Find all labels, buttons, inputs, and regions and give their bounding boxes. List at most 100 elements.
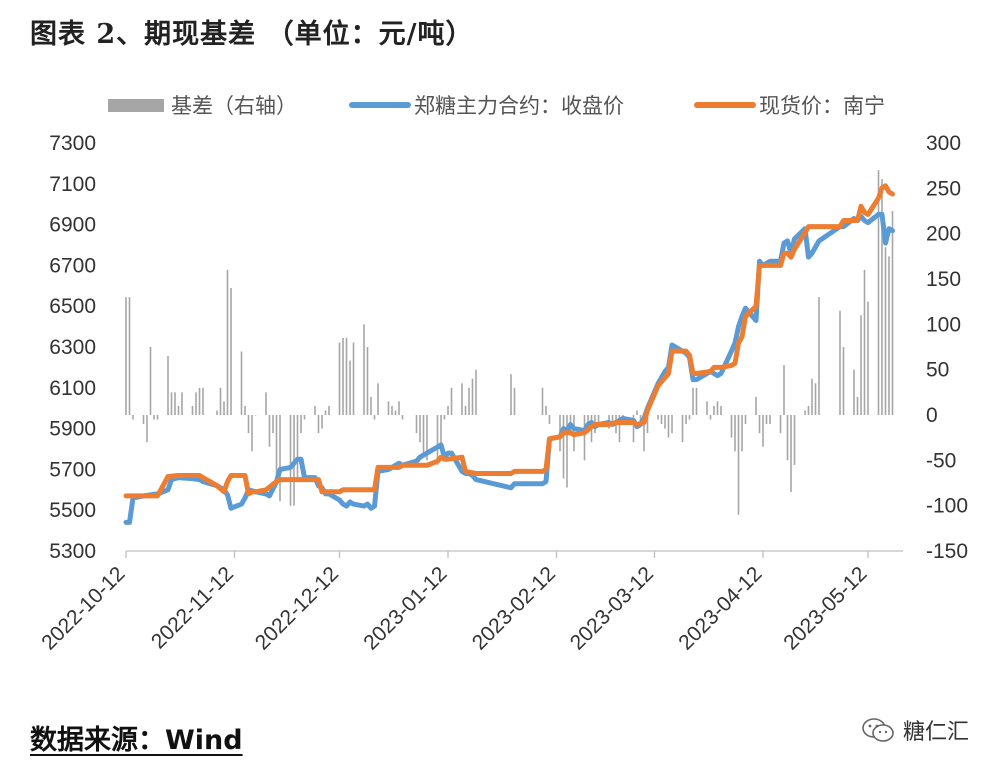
basis-bar <box>734 415 736 452</box>
y-right-tick-label: 100 <box>926 313 961 336</box>
basis-bar <box>541 387 544 415</box>
basis-bar <box>765 415 768 425</box>
basis-bar <box>191 405 194 415</box>
basis-bar <box>254 415 257 416</box>
basis-bar <box>755 396 757 415</box>
basis-bar <box>818 297 820 415</box>
basis-bar <box>167 356 169 415</box>
basis-bar <box>863 269 866 415</box>
basis-bar <box>247 415 250 434</box>
basis-bar <box>667 415 670 438</box>
legend-basis-label: 基差（右轴） <box>171 94 297 118</box>
basis-bar <box>548 415 551 425</box>
axes: 2022-10-12 2022-11-12 2022-12-12 2023-01-12… <box>37 132 968 654</box>
basis-bar <box>688 415 691 420</box>
basis-bar <box>685 415 687 425</box>
basis-bar <box>125 297 127 415</box>
basis-bar <box>415 415 418 434</box>
basis-bar <box>419 415 421 443</box>
basis-bar <box>716 401 719 415</box>
y-left-tick-label: 5300 <box>49 540 96 563</box>
basis-bar <box>377 383 379 415</box>
basis-bar <box>268 415 271 447</box>
basis-bar <box>842 347 845 415</box>
y-right-tick-label: 0 <box>926 404 938 427</box>
basis-bar <box>720 405 722 415</box>
basis-bar <box>240 351 243 415</box>
legend-futures-label: 郑糖主力合约：收盘价 <box>414 94 624 118</box>
basis-bar <box>436 415 439 465</box>
basis-bar <box>737 415 740 515</box>
figure-title: 图表 2、期现基差 （单位：元/吨） <box>30 19 474 50</box>
y-right-tick-label: 200 <box>926 223 961 246</box>
basis-bar <box>664 415 666 429</box>
basis-bar <box>251 415 253 452</box>
chart-canvas: 基差（右轴） 郑糖主力合约：收盘价 现货价：南宁 2022-10-12 2022-… <box>37 94 968 654</box>
basis-bar <box>839 310 841 415</box>
basis-bar <box>324 410 327 415</box>
y-right-tick-label: 50 <box>926 359 949 382</box>
basis-bar <box>223 401 225 415</box>
basis-bar <box>170 392 173 415</box>
basis-bar <box>195 392 197 415</box>
basis-bar <box>363 324 365 415</box>
wechat-icon <box>862 718 894 742</box>
basis-bar <box>790 415 792 493</box>
basis-bar <box>779 415 782 434</box>
basis-bar <box>132 415 134 420</box>
basis-bar <box>373 415 376 420</box>
basis-bar <box>583 415 586 461</box>
basis-bar <box>321 415 323 429</box>
watermark: 糖仁汇 <box>861 714 969 746</box>
basis-bar <box>174 392 176 415</box>
x-tick-label: 2022-11-12 <box>147 562 238 653</box>
y-left-tick-label: 6700 <box>49 254 96 277</box>
x-tick-label: 2023-01-12 <box>359 562 451 654</box>
basis-bar <box>618 415 621 443</box>
y-left-tick-label: 7100 <box>49 173 96 196</box>
basis-bar <box>814 383 817 415</box>
basis-bar <box>877 170 880 415</box>
y-right-tick-label: -150 <box>926 540 968 563</box>
basis-bar <box>198 387 201 415</box>
basis-bar <box>853 369 855 415</box>
y-left-tick-label: 5700 <box>49 458 96 481</box>
basis-bar <box>758 415 761 434</box>
basis-bar <box>545 405 547 415</box>
basis-bar <box>860 315 862 415</box>
basis-bar <box>709 415 712 420</box>
basis-bar <box>793 415 796 465</box>
basis-bar <box>272 415 274 434</box>
basis-bar <box>450 387 453 415</box>
basis-bar <box>510 374 512 415</box>
basis-bar <box>762 415 764 447</box>
basis-bar <box>387 401 390 415</box>
x-tick-label: 2022-12-12 <box>251 562 343 654</box>
basis-bar <box>265 392 267 415</box>
basis-bar <box>741 415 743 452</box>
x-tick-label: 2023-03-12 <box>566 562 658 654</box>
spot-price-line <box>123 183 895 499</box>
basis-bar <box>226 269 229 415</box>
basis-bar <box>230 288 232 415</box>
y-left-tick-label: 6500 <box>49 295 96 318</box>
basis-bar <box>398 401 400 415</box>
basis-bar <box>597 415 600 425</box>
basis-bar <box>328 405 330 415</box>
basis-bar <box>317 415 320 434</box>
basis-bar <box>643 415 645 452</box>
y-right-tick-label: -100 <box>926 495 968 518</box>
basis-bar <box>391 405 393 415</box>
basis-bar <box>349 360 351 415</box>
x-tick-label: 2023-02-12 <box>468 562 560 654</box>
basis-bar <box>279 415 281 502</box>
basis-bar <box>156 415 159 420</box>
basis-bar <box>811 378 813 415</box>
basis-bar <box>300 415 302 434</box>
y-right-tick-label: 300 <box>926 132 961 155</box>
basis-bar <box>244 405 246 415</box>
y-right-tick-label: 250 <box>926 177 961 200</box>
basis-bar <box>345 337 348 415</box>
basis-bar <box>804 410 806 415</box>
basis-bar <box>657 415 659 420</box>
